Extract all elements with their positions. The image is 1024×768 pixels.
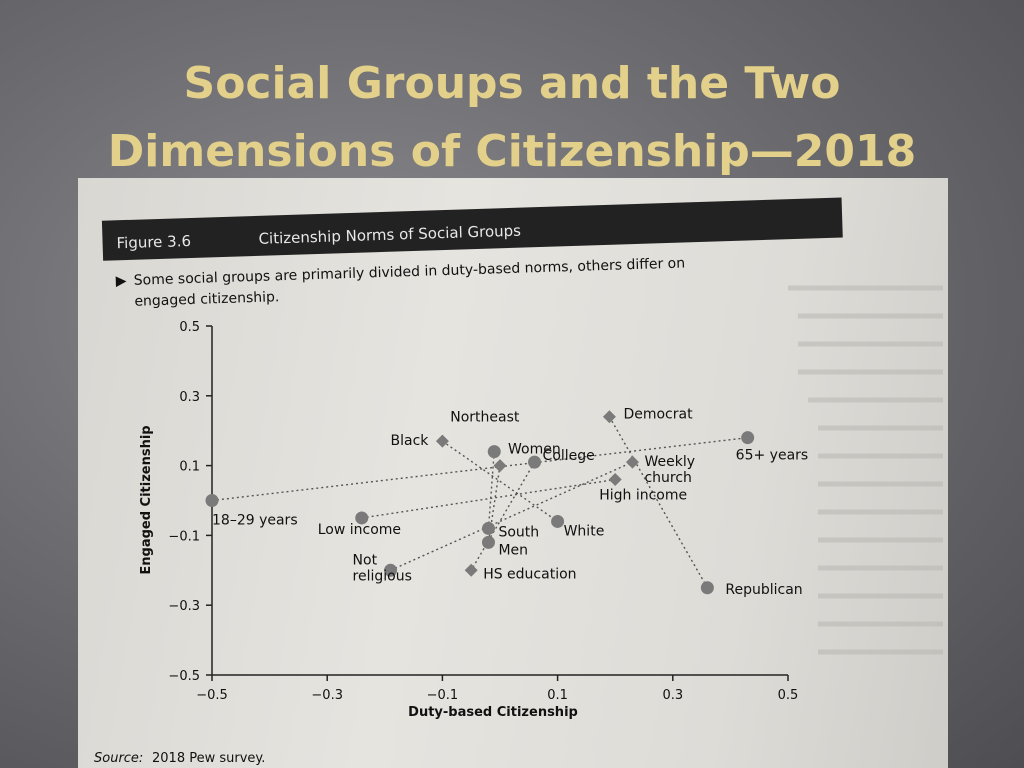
y-tick-label: 0.1 bbox=[179, 460, 200, 475]
pair-connector-not-religious-weekly-church bbox=[390, 461, 633, 571]
label-college: College bbox=[543, 448, 595, 464]
source-label: Source: bbox=[94, 751, 143, 766]
slide-title-line-1: Social Groups and the Two bbox=[183, 58, 841, 109]
figure-caption-line-2: engaged citizenship. bbox=[134, 289, 279, 310]
x-tick-label: 0.1 bbox=[547, 688, 568, 703]
label-black: Black bbox=[391, 433, 430, 449]
source-text: 2018 Pew survey. bbox=[152, 751, 265, 766]
label-low-income: Low income bbox=[318, 522, 401, 538]
point-men bbox=[481, 535, 495, 549]
point-republican bbox=[700, 581, 714, 595]
figure-label: Figure 3.6 bbox=[116, 232, 191, 252]
label-65-years: 65+ years bbox=[736, 448, 809, 464]
label-democrat: Democrat bbox=[623, 407, 693, 423]
label-men: Men bbox=[498, 542, 528, 558]
slide-title-line-2: Dimensions of Citizenship—2018 bbox=[107, 126, 917, 177]
label-high-income: High income bbox=[599, 488, 687, 504]
label-republican: Republican bbox=[725, 582, 802, 598]
point-women bbox=[493, 459, 507, 473]
x-tick-label: 0.5 bbox=[778, 688, 799, 703]
y-tick-label: −0.1 bbox=[168, 529, 200, 544]
point-18-29-years bbox=[205, 494, 219, 507]
figure-caption-line-1: Some social groups are primarily divided… bbox=[134, 255, 686, 288]
pair-connector-college-hs-education bbox=[470, 461, 536, 571]
pair-connector-northeast-south bbox=[487, 451, 495, 529]
pair-connector-low-income-high-income bbox=[361, 478, 616, 519]
label-18-29-years: 18–29 years bbox=[212, 513, 298, 529]
point-college bbox=[528, 455, 542, 469]
point-black bbox=[435, 434, 449, 448]
x-tick-label: −0.1 bbox=[427, 688, 459, 703]
y-tick-label: −0.5 bbox=[168, 669, 200, 684]
point-low-income bbox=[355, 511, 369, 525]
y-tick-label: 0.3 bbox=[179, 390, 200, 405]
y-tick-label: −0.3 bbox=[168, 599, 200, 614]
background-page-text bbox=[788, 285, 943, 655]
point-65-years bbox=[741, 431, 755, 445]
x-axis-label: Duty-based Citizenship bbox=[408, 705, 578, 720]
label-not-religious: Not religious bbox=[353, 552, 412, 584]
label-white: White bbox=[564, 523, 605, 539]
x-tick-label: −0.5 bbox=[196, 688, 228, 703]
y-tick-label: 0.5 bbox=[179, 320, 200, 335]
point-hs-education bbox=[464, 563, 478, 577]
textbook-page-photo: Figure 3.6 Citizenship Norms of Social G… bbox=[78, 178, 948, 768]
label-south: South bbox=[498, 524, 539, 540]
label-hs-education: HS education bbox=[483, 566, 576, 582]
slide-title: Social Groups and the Two Dimensions of … bbox=[0, 50, 1024, 186]
x-tick-label: −0.3 bbox=[311, 688, 343, 703]
x-tick-label: 0.3 bbox=[662, 688, 683, 703]
point-weekly-church bbox=[625, 455, 639, 469]
label-women: Women bbox=[508, 442, 561, 458]
point-democrat bbox=[602, 410, 616, 424]
figure-header-bar bbox=[101, 197, 843, 261]
point-not-religious bbox=[384, 563, 398, 577]
point-high-income bbox=[608, 473, 622, 487]
y-axis-label: Engaged Citizenship bbox=[139, 425, 154, 574]
point-white bbox=[551, 514, 565, 528]
pair-connector-black-white bbox=[441, 440, 559, 523]
caption-bullet-icon: ▶ bbox=[116, 273, 127, 289]
figure-svg: Figure 3.6 Citizenship Norms of Social G… bbox=[94, 197, 943, 766]
point-northeast bbox=[487, 445, 501, 459]
label-weekly-church: Weekly church bbox=[644, 454, 695, 486]
point-south bbox=[481, 521, 495, 535]
label-northeast: Northeast bbox=[450, 410, 520, 426]
scatter-chart: −0.5 −0.3 −0.1 0.1 0.3 0.5 −0.5 −0.3 −0.1 0.1 0.3… bbox=[139, 320, 808, 720]
